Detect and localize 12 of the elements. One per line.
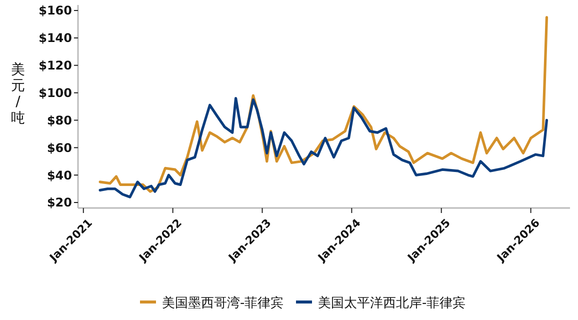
legend-label: 美国墨西哥湾-菲律宾 (162, 295, 284, 311)
legend-label: 美国太平洋西北岸-菲律宾 (318, 295, 466, 311)
y-tick-label: $100 (38, 86, 72, 100)
y-tick-label: $80 (46, 113, 72, 128)
line-series (98, 96, 548, 198)
y-tick-label: $140 (38, 31, 72, 46)
y-tick-label: $120 (38, 58, 72, 73)
y-axis-title: 美元/吨 (11, 62, 25, 126)
y-tick-label: $40 (46, 168, 72, 182)
y-tick-label: $60 (46, 140, 72, 155)
y-tick-label: $160 (38, 4, 72, 18)
y-tick-label: $20 (46, 196, 72, 210)
